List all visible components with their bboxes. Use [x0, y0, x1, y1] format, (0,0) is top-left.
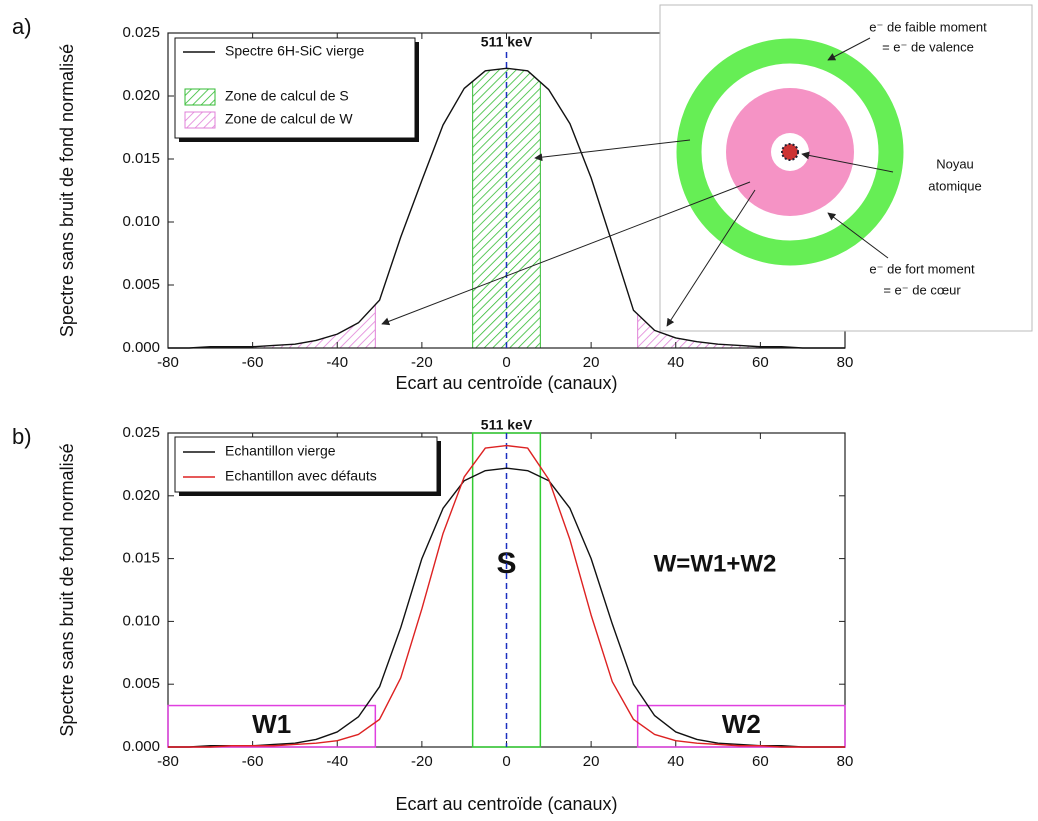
x-axis-title: Ecart au centroïde (canaux) [395, 373, 617, 393]
series-line [168, 67, 845, 349]
nucleus [781, 143, 799, 161]
inset-label: e⁻ de fort moment [869, 261, 975, 276]
x-tick-label: -80 [157, 753, 179, 770]
annotation: W=W1+W2 [654, 550, 777, 577]
x-tick-label: -60 [242, 753, 264, 770]
arrow [381, 181, 751, 326]
y-tick-label: 0.005 [122, 675, 160, 692]
x-tick-label: 80 [837, 354, 854, 371]
x-tick-label: 0 [502, 354, 510, 371]
valence-ring [676, 38, 904, 266]
zone-box [167, 704, 377, 748]
legend [174, 436, 438, 493]
legend-label: Zone de calcul de S [225, 88, 349, 104]
legend-label: Echantillon avec défauts [225, 468, 377, 484]
series-line [168, 444, 845, 748]
x-tick-label: -60 [242, 354, 264, 371]
zone-label: W1 [252, 709, 291, 739]
legend-label: Spectre 6H-SiC vierge [225, 43, 364, 59]
x-tick-label: -20 [411, 753, 433, 770]
x-tick-label: 20 [583, 753, 600, 770]
atom-inset: e⁻ de faible moment = e⁻ de valence Noya… [381, 4, 1033, 332]
inset-label: = e⁻ de valence [882, 39, 974, 54]
series-line [168, 467, 845, 748]
zone [472, 68, 541, 348]
panel-label: b) [12, 424, 32, 449]
x-tick-label: 80 [837, 753, 854, 770]
y-tick-label: 0.010 [122, 213, 160, 230]
y-tick-label: 0.025 [122, 24, 160, 41]
zone-label: W2 [722, 709, 761, 739]
legend-label: Zone de calcul de W [225, 111, 353, 127]
y-tick-label: 0.005 [122, 276, 160, 293]
y-axis-title: Spectre sans bruit de fond normalisé [57, 44, 77, 337]
y-tick-label: 0.020 [122, 487, 160, 504]
y-tick-label: 0.015 [122, 150, 160, 167]
inset-label: e⁻ de faible moment [869, 19, 987, 34]
reference-label: 511 keV [481, 34, 533, 50]
x-tick-label: 40 [667, 354, 684, 371]
y-tick-label: 0.010 [122, 612, 160, 629]
legend-swatch [184, 111, 216, 129]
arrow [801, 151, 894, 173]
y-tick-label: 0.000 [122, 339, 160, 356]
legend-label: Echantillon vierge [225, 443, 336, 459]
x-axis-title: Ecart au centroïde (canaux) [395, 794, 617, 814]
x-tick-label: 60 [752, 354, 769, 371]
inset-label: = e⁻ de cœur [883, 282, 961, 297]
y-tick-label: 0.020 [122, 87, 160, 104]
x-tick-label: -20 [411, 354, 433, 371]
inset-label: Noyau [936, 156, 974, 171]
arrow [827, 37, 871, 61]
panel-label: a) [12, 14, 32, 39]
x-tick-label: -40 [326, 753, 348, 770]
arrow [666, 189, 756, 327]
x-tick-label: -80 [157, 354, 179, 371]
zone-box [471, 432, 542, 748]
y-tick-label: 0.000 [122, 738, 160, 755]
arrow [827, 212, 889, 259]
reference-label: 511 keV [481, 417, 533, 433]
x-tick-label: 60 [752, 753, 769, 770]
y-axis-title: Spectre sans bruit de fond normalisé [57, 443, 77, 736]
arrow [534, 139, 691, 162]
x-tick-label: -40 [326, 354, 348, 371]
y-tick-label: 0.015 [122, 550, 160, 567]
x-tick-label: 40 [667, 753, 684, 770]
inset-label: atomique [928, 178, 981, 193]
y-tick-label: 0.025 [122, 424, 160, 441]
x-tick-label: 0 [502, 753, 510, 770]
x-tick-label: 20 [583, 354, 600, 371]
zone-box [636, 704, 846, 748]
legend-swatch [184, 88, 216, 106]
